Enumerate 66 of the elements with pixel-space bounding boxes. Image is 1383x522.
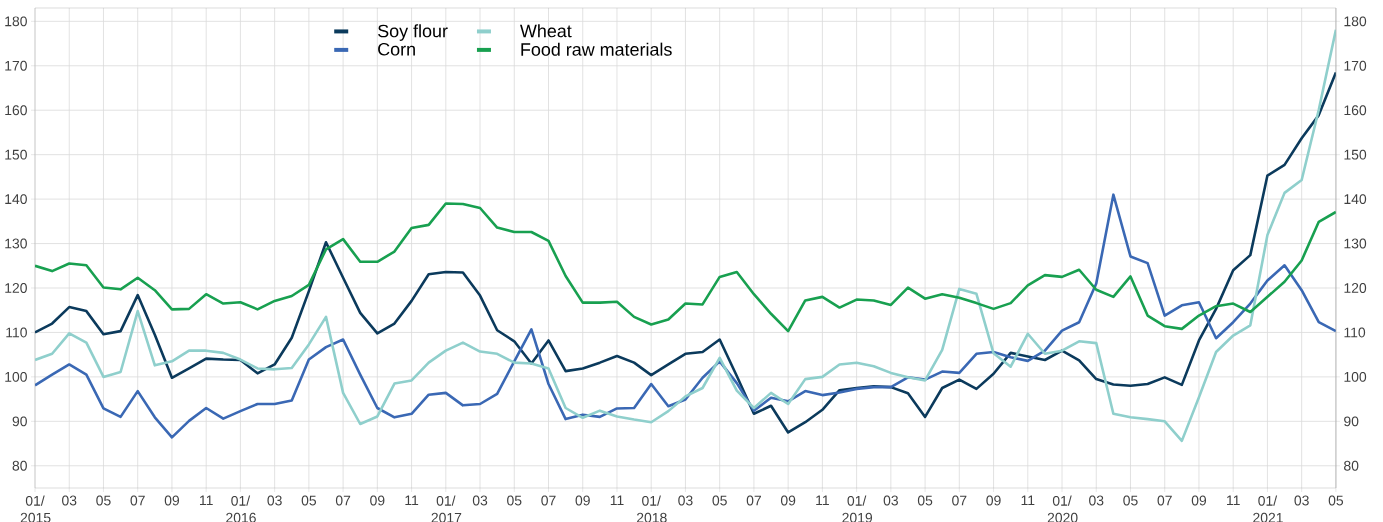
- x-tick-label: 11: [199, 495, 213, 506]
- x-tick-label: 03: [1294, 495, 1309, 506]
- y-tick-label: 110: [6, 327, 27, 338]
- y-tick-label: 80: [12, 460, 27, 471]
- y2-tick-label: 180: [1344, 16, 1367, 27]
- legend-label: Wheat: [520, 24, 572, 38]
- y2-tick-label: 150: [1344, 149, 1367, 160]
- x-tick-label: 05: [1123, 495, 1138, 506]
- x-tick-label: 03: [62, 495, 77, 506]
- x-tick-label: 11: [1021, 495, 1035, 506]
- y-tick-label: 170: [5, 60, 27, 71]
- x-tick-label: 03: [267, 495, 282, 506]
- y-tick-label: 100: [5, 371, 27, 382]
- x-tick-label: 07: [130, 495, 145, 506]
- x-tick-label: 09: [575, 495, 590, 506]
- x-tick-label: 01/ 2018: [636, 495, 667, 522]
- x-tick-label: 09: [780, 495, 796, 506]
- x-tick-label: 03: [883, 495, 898, 506]
- y2-tick-label: 120: [1344, 283, 1367, 293]
- x-tick-label: 01/ 2017: [431, 495, 462, 522]
- legend-label: Food raw materials: [521, 42, 672, 56]
- x-tick-label: 05: [507, 495, 522, 506]
- x-tick-label: 07: [335, 495, 351, 506]
- y-tick-label: 140: [5, 194, 27, 205]
- x-tick-label: 11: [405, 495, 419, 506]
- x-tick-label: 05: [301, 495, 317, 506]
- legend-label: Soy flour: [378, 24, 448, 41]
- x-tick-label: 05: [712, 495, 727, 506]
- legend-label: Corn: [378, 42, 415, 56]
- x-tick-label: 03: [1089, 495, 1104, 506]
- y-tick-label: 90: [12, 416, 27, 427]
- x-tick-label: 07: [952, 495, 967, 506]
- line-series: [35, 193, 1336, 439]
- x-tick-label: 09: [164, 495, 180, 506]
- y-tick-label: 150: [5, 149, 27, 160]
- y-tick-label: 160: [5, 105, 27, 116]
- y2-tick-label: 110: [1344, 327, 1366, 338]
- x-tick-label: 05: [96, 495, 111, 506]
- x-tick-label: 05: [917, 495, 933, 506]
- y2-tick-label: 140: [1344, 194, 1367, 205]
- y-tick-label: 180: [5, 16, 27, 27]
- y-tick-label: 120: [5, 283, 27, 293]
- x-tick-label: 11: [1227, 495, 1240, 506]
- x-tick-label: 07: [1157, 495, 1172, 506]
- x-tick-label: 01/ 2016: [226, 495, 256, 522]
- x-tick-label: 07: [746, 495, 761, 506]
- x-tick-label: 07: [541, 495, 556, 506]
- x-tick-label: 03: [678, 495, 693, 506]
- x-tick-label: 09: [370, 495, 385, 506]
- x-tick-label: 03: [472, 495, 488, 506]
- x-tick-label: 01/ 2021: [1253, 495, 1283, 522]
- x-tick-label: 09: [986, 495, 1001, 506]
- x-tick-label: 05: [1328, 495, 1344, 506]
- x-tick-label: 11: [610, 495, 624, 506]
- y2-tick-label: 130: [1344, 238, 1367, 249]
- x-tick-label: 01/ 2019: [842, 495, 873, 522]
- x-tick-label: 11: [816, 495, 829, 506]
- y2-tick-label: 170: [1344, 60, 1367, 71]
- x-tick-label: 01/ 2020: [1047, 495, 1078, 522]
- x-tick-label: 09: [1191, 495, 1207, 506]
- y-tick-label: 130: [5, 238, 27, 249]
- y2-tick-label: 90: [1344, 416, 1359, 427]
- y2-tick-label: 160: [1344, 105, 1367, 116]
- x-tick-label: 01/ 2015: [20, 495, 51, 522]
- y2-tick-label: 80: [1344, 460, 1359, 471]
- y2-tick-label: 100: [1344, 371, 1367, 382]
